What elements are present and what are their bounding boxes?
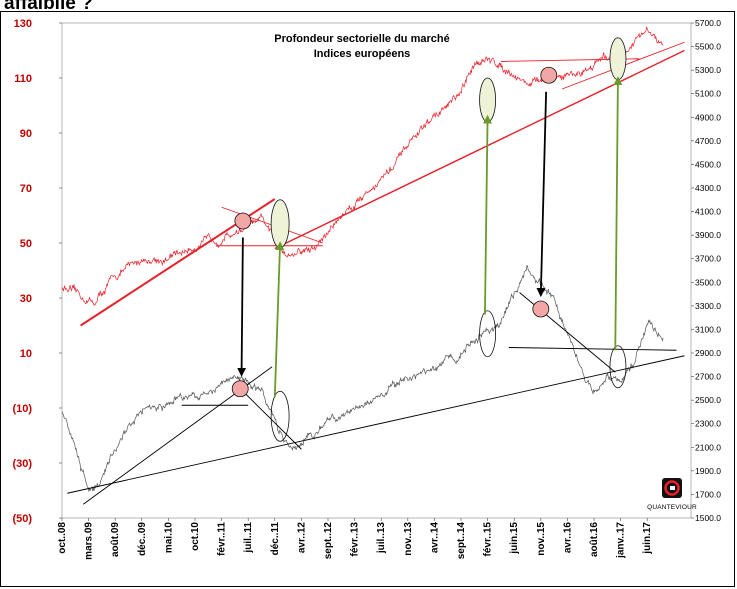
- right-tick-label: 1700.0: [695, 489, 721, 499]
- black-ellipse-marker: [270, 390, 290, 442]
- annotations: [67, 37, 685, 505]
- black-arrow: [536, 91, 548, 298]
- x-tick-label: nov..15: [536, 522, 547, 556]
- x-tick-label: sept..12: [323, 522, 334, 560]
- x-tick-label: mai.10: [163, 522, 174, 554]
- green-arrow: [273, 241, 285, 398]
- x-tick-label: juil..11: [243, 522, 254, 554]
- x-tick-label: oct.10: [190, 522, 201, 551]
- right-tick-label: 2300.0: [695, 419, 721, 429]
- x-tick-label: oct..08: [57, 522, 68, 554]
- left-tick-label: 110: [14, 73, 32, 85]
- right-tick-label: 3900.0: [695, 230, 721, 240]
- right-tick-label: 5500.0: [695, 42, 721, 52]
- green-ellipse-marker: [270, 199, 290, 249]
- left-tick-label: (10): [12, 403, 32, 415]
- x-tick-label: févr..11: [217, 522, 228, 556]
- x-tick-label: févr..13: [350, 522, 361, 557]
- black-support-line-2: [508, 347, 677, 351]
- right-tick-label: 4700.0: [695, 136, 721, 146]
- chart-title: Profondeur sectorielle du marché: [274, 33, 449, 45]
- red-circle-marker: [234, 212, 252, 230]
- right-tick-label: 3700.0: [695, 254, 721, 264]
- page-heading: affaiblie ?: [4, 0, 93, 14]
- x-tick-label: déc..11: [270, 522, 281, 556]
- left-tick-label: 30: [20, 293, 32, 305]
- left-tick-label: 50: [20, 238, 32, 250]
- black-ellipse-marker: [609, 345, 627, 389]
- index-series-line: [61, 264, 664, 493]
- right-axis: 5700.0 5500.0 5300.0 5100.0 4900.0 4700.0 4500…: [691, 18, 721, 523]
- x-tick-label: sept..14: [456, 522, 467, 560]
- x-tick-label: août.16: [589, 522, 600, 557]
- x-tick-label: juil..13: [376, 522, 387, 555]
- right-tick-label: 3100.0: [695, 324, 721, 334]
- right-tick-label: 2100.0: [695, 442, 721, 452]
- right-tick-label: 1500.0: [695, 513, 721, 523]
- chart-subtitle: Indices européens: [314, 48, 411, 60]
- logo-text: QUANTEVIOUR: [647, 504, 697, 511]
- x-tick-label: juin.15: [509, 522, 520, 555]
- left-tick-label: 70: [20, 183, 32, 195]
- red-circle-marker: [231, 380, 249, 398]
- x-tick-label: déc..09: [137, 522, 148, 556]
- x-tick-label: juin.17: [642, 522, 653, 555]
- series-layer: [61, 26, 664, 493]
- right-tick-label: 4300.0: [695, 183, 721, 193]
- black-ellipse-marker: [479, 310, 497, 358]
- black-long-uptrend-line: [67, 355, 685, 494]
- red-circle-marker: [540, 66, 558, 84]
- left-tick-label: 130: [14, 18, 32, 30]
- quanteviour-logo: QUANTEVIOUR: [647, 478, 697, 511]
- left-tick-label: 10: [20, 348, 32, 360]
- right-tick-label: 3300.0: [695, 301, 721, 311]
- right-tick-label: 5300.0: [695, 65, 721, 75]
- black-arrow: [237, 237, 247, 377]
- right-tick-label: 4900.0: [695, 112, 721, 122]
- x-tick-label: janv..17: [616, 522, 627, 559]
- breadth-series-line: [61, 26, 664, 306]
- right-tick-label: 2500.0: [695, 395, 721, 405]
- green-arrow: [613, 76, 623, 351]
- left-axis: 130 110 90 70 50 30 10 (10) (30) (50): [12, 18, 62, 525]
- right-tick-label: 5700.0: [695, 18, 721, 28]
- right-tick-label: 4100.0: [695, 207, 721, 217]
- right-tick-label: 1900.0: [695, 466, 721, 476]
- green-ellipse-marker: [479, 77, 497, 123]
- green-arrow: [483, 114, 493, 315]
- right-tick-label: 2700.0: [695, 372, 721, 382]
- x-tick-label: avr..16: [562, 522, 573, 554]
- red-circle-marker: [532, 300, 550, 318]
- x-tick-label: mars.09: [84, 522, 95, 560]
- right-tick-label: 4500.0: [695, 159, 721, 169]
- left-tick-label: 90: [20, 128, 32, 140]
- right-tick-label: 2900.0: [695, 348, 721, 358]
- x-axis: oct..08 mars.09 août.09 déc..09 mai.10 oct.10…: [57, 518, 653, 560]
- x-tick-label: nov..13: [403, 522, 414, 556]
- left-tick-label: (50): [12, 513, 32, 525]
- chart-frame: [0, 11, 735, 587]
- right-tick-label: 3500.0: [695, 277, 721, 287]
- plot-area: [61, 22, 692, 519]
- x-tick-label: avr..12: [296, 522, 307, 554]
- x-tick-label: févr..15: [483, 522, 494, 557]
- x-tick-label: août.09: [110, 522, 121, 557]
- right-tick-label: 5100.0: [695, 89, 721, 99]
- green-ellipse-marker: [609, 37, 627, 81]
- x-tick-label: avr..14: [429, 522, 440, 554]
- left-tick-label: (30): [12, 458, 32, 470]
